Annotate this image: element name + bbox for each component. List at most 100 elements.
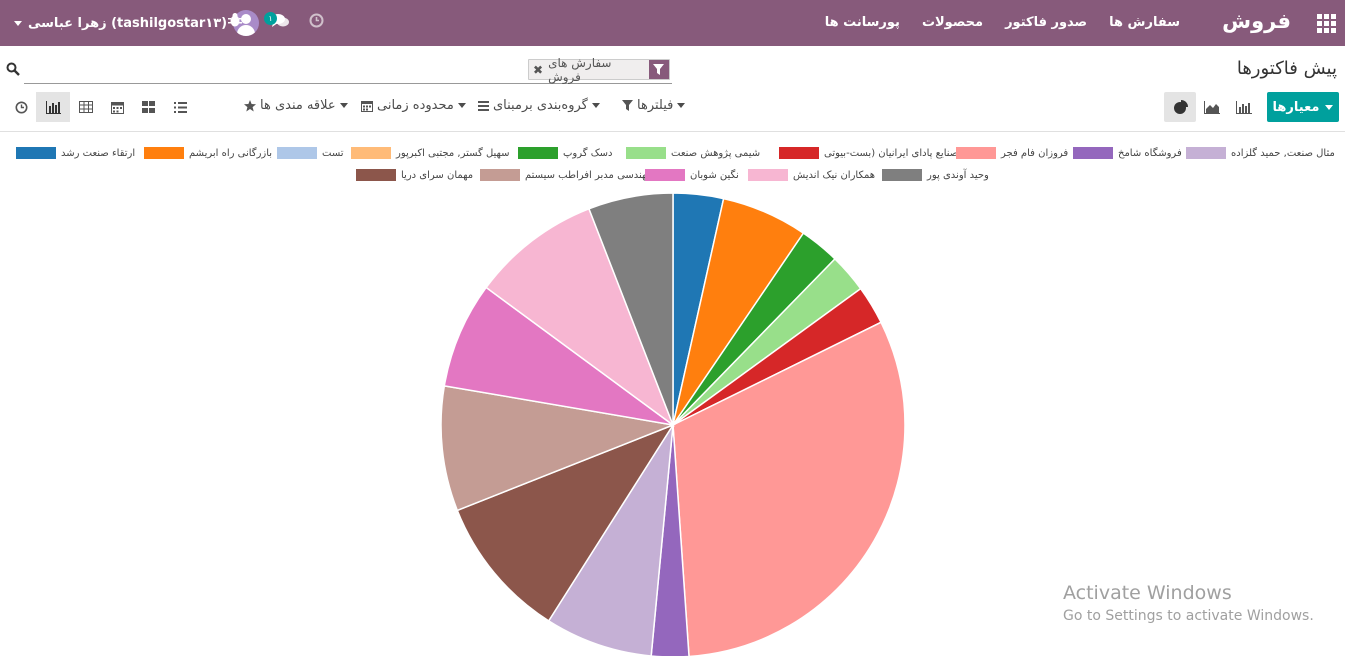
- legend-item[interactable]: بازرگانی راه ابریشم: [144, 147, 272, 159]
- filter-icon: [648, 60, 669, 79]
- chevron-down-icon: [339, 103, 348, 108]
- legend-swatch: [748, 169, 788, 181]
- menu-item-commissions[interactable]: پورسانت ها: [824, 15, 900, 30]
- clock-icon[interactable]: [309, 13, 324, 28]
- search-input[interactable]: [24, 83, 672, 84]
- legend-label: فروزان فام فجر: [1001, 147, 1069, 159]
- pie-chart-mode-button[interactable]: [1164, 92, 1196, 122]
- legend-label: دسک گروپ: [563, 147, 613, 159]
- kanban-view-button[interactable]: [131, 92, 165, 122]
- legend-swatch: [645, 169, 685, 181]
- filter-icon: [622, 100, 633, 111]
- graph-view-button[interactable]: [36, 92, 70, 122]
- pie-slice[interactable]: [672, 257, 862, 426]
- legend-label: فروشگاه شامخ: [1118, 147, 1182, 159]
- app-brand: فروش: [1222, 9, 1291, 33]
- legend-swatch: [144, 147, 184, 159]
- legend-label: مهندسی مدبر افراطب سیستم: [525, 169, 653, 181]
- pie-slice[interactable]: [456, 423, 675, 622]
- legend-swatch: [518, 147, 558, 159]
- calendar-icon: [361, 100, 373, 112]
- chevron-down-icon: [457, 103, 466, 108]
- pie-slice[interactable]: [672, 321, 906, 656]
- user-menu[interactable]: زهرا عباسی (tashilgostar۱۳): [14, 10, 260, 36]
- windows-activation-watermark: Activate Windows Go to Settings to activ…: [1063, 582, 1314, 624]
- apps-menu-icon[interactable]: [1315, 12, 1337, 34]
- groupby-dropdown[interactable]: گروه‌بندی برمبنای: [478, 98, 600, 113]
- pie-slice[interactable]: [672, 197, 805, 426]
- systray: زهرا عباسی (tashilgostar۱۳): [14, 8, 260, 38]
- area-chart-icon: [1204, 100, 1220, 114]
- pie-slice[interactable]: [485, 207, 675, 428]
- legend-swatch: [16, 147, 56, 159]
- pie-slice[interactable]: [443, 286, 674, 426]
- legend-swatch: [1186, 147, 1226, 159]
- line-chart-mode-button[interactable]: [1196, 92, 1228, 122]
- legend-label: مهمان سرای دریا: [401, 169, 474, 181]
- legend-item[interactable]: مهمان سرای دریا: [356, 169, 473, 181]
- timerange-label: محدوده زمانی: [377, 98, 454, 113]
- legend-label: مثال صنعت, حمید گلزاده: [1231, 147, 1335, 159]
- legend-item[interactable]: مهندسی مدبر افراطب سیستم: [480, 169, 652, 181]
- legend-label: نگین شوبان: [690, 169, 739, 181]
- pie-slice[interactable]: [672, 192, 725, 426]
- bar-chart-icon: [45, 100, 61, 114]
- legend-label: بازرگانی راه ابریشم: [189, 147, 273, 159]
- pie-slice[interactable]: [547, 424, 674, 656]
- menu-item-invoicing[interactable]: صدور فاکتور: [1005, 15, 1088, 30]
- legend-label: همکاران نیک اندیش: [793, 169, 876, 181]
- bar-chart-mode-button[interactable]: [1228, 92, 1260, 122]
- favorites-dropdown[interactable]: علاقه مندی ها: [244, 98, 348, 113]
- watermark-subtitle: Go to Settings to activate Windows.: [1063, 608, 1314, 624]
- calendar-icon: [110, 101, 124, 114]
- pivot-view-button[interactable]: [69, 92, 103, 122]
- main-menu: سفارش ها صدور فاکتور محصولات پورسانت ها: [825, 15, 1180, 30]
- pie-slice[interactable]: [587, 192, 674, 426]
- legend-item[interactable]: مثال صنعت, حمید گلزاده: [1186, 147, 1335, 159]
- legend-item[interactable]: تست: [277, 147, 344, 159]
- chevron-down-icon: [1325, 104, 1334, 110]
- pie-chart-icon: [1173, 99, 1188, 114]
- legend-item[interactable]: ارتقاء صنعت رشد: [16, 147, 135, 159]
- legend-swatch: [626, 147, 666, 159]
- legend-item[interactable]: همکاران نیک اندیش: [748, 169, 875, 181]
- legend-item[interactable]: صنایع پادای ایرانیان (بست-بیوتی...: [779, 147, 968, 159]
- page-title: پیش فاکتورها: [1236, 58, 1337, 79]
- legend-item[interactable]: دسک گروپ: [518, 147, 612, 159]
- legend-label: صنایع پادای ایرانیان (بست-بیوتی...: [824, 147, 968, 159]
- legend-item[interactable]: شیمی پژوهش صنعت: [626, 147, 760, 159]
- facet-remove-icon[interactable]: ✖: [533, 62, 544, 77]
- pie-slice[interactable]: [650, 424, 690, 656]
- legend-item[interactable]: وحید آوندی پور: [882, 169, 989, 181]
- chat-count-badge: ۱: [264, 12, 277, 25]
- search-icon[interactable]: [6, 62, 20, 76]
- user-name: زهرا عباسی (tashilgostar۱۳): [28, 15, 228, 31]
- legend-item[interactable]: سهیل گستر, مجتبی اکبرپور: [351, 147, 510, 159]
- filters-dropdown[interactable]: فیلترها: [622, 98, 686, 113]
- kanban-icon: [141, 101, 155, 113]
- calendar-view-button[interactable]: [100, 92, 134, 122]
- legend-item[interactable]: فروزان فام فجر: [956, 147, 1068, 159]
- list-icon: [173, 101, 187, 113]
- menu-item-products[interactable]: محصولات: [921, 15, 984, 30]
- timerange-dropdown[interactable]: محدوده زمانی: [361, 98, 466, 113]
- legend-label: ارتقاء صنعت رشد: [61, 147, 136, 159]
- pie-slice[interactable]: [672, 232, 837, 426]
- pie-slice[interactable]: [672, 287, 883, 426]
- clock-icon: [15, 101, 27, 113]
- activity-view-button[interactable]: [4, 92, 38, 122]
- filters-label: فیلترها: [637, 98, 674, 113]
- legend-item[interactable]: فروشگاه شامخ: [1073, 147, 1182, 159]
- bug-icon[interactable]: [228, 12, 242, 28]
- chevron-down-icon: [14, 20, 22, 26]
- pie-slice[interactable]: [440, 384, 676, 512]
- measures-button[interactable]: معیارها: [1267, 92, 1339, 122]
- menu-item-orders[interactable]: سفارش ها: [1109, 15, 1180, 30]
- list-view-button[interactable]: [163, 92, 197, 122]
- groupby-label: گروه‌بندی برمبنای: [493, 98, 588, 113]
- legend-swatch: [956, 147, 996, 159]
- legend-swatch: [1073, 147, 1113, 159]
- divider: [0, 131, 1345, 132]
- facet-label: سفارش های فروش: [548, 55, 612, 84]
- legend-item[interactable]: نگین شوبان: [645, 169, 739, 181]
